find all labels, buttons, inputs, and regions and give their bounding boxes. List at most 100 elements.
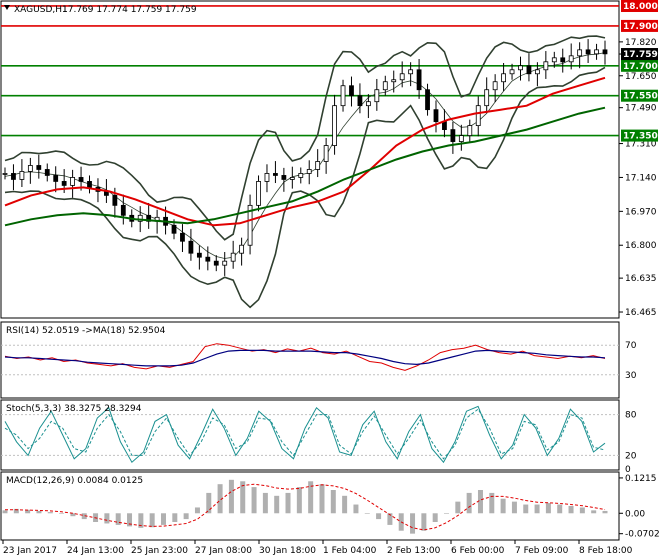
last-price-label: 17.759	[623, 50, 658, 60]
macd-histogram-bar	[115, 513, 121, 525]
level-tag-label: 18.000	[623, 2, 658, 12]
candle-body	[442, 121, 447, 130]
price-y-label: 17.820	[625, 38, 657, 48]
candle-body	[78, 177, 84, 182]
price-panel-frame	[0, 0, 620, 319]
macd-histogram-bar	[410, 513, 416, 534]
macd-histogram-bar	[308, 481, 314, 514]
macd-histogram-bar	[523, 504, 529, 514]
macd-histogram-bar	[2, 510, 8, 514]
macd-histogram-bar	[534, 504, 540, 514]
macd-histogram-bar	[251, 487, 257, 514]
candle-body	[11, 173, 16, 180]
candle-body	[332, 105, 337, 146]
candle-body	[36, 165, 42, 170]
candle-body	[273, 173, 278, 176]
candle-body	[230, 252, 236, 262]
level-tag	[621, 89, 658, 102]
macd-histogram-bar	[59, 513, 65, 514]
candle-body	[509, 69, 515, 75]
macd-histogram-bar	[228, 479, 234, 514]
level-tag-label: 17.550	[623, 92, 658, 102]
candle-body	[560, 57, 566, 63]
candle-body	[382, 81, 388, 91]
price-y-label: 16.465	[625, 308, 657, 318]
candle-body	[264, 173, 270, 182]
stoch-y-label: 80	[625, 411, 637, 421]
candle-body	[416, 69, 422, 91]
candle-body	[222, 260, 228, 266]
x-label: 24 Jan 13:00	[67, 546, 124, 556]
macd-y-label: 0.1215	[625, 474, 657, 484]
macd-histogram-bar	[591, 510, 597, 514]
candle-body	[518, 65, 523, 71]
macd-panel: 0.1215 0.00 -0.0702	[2, 474, 660, 540]
level-tag-label: 17.700	[623, 62, 658, 72]
level-tag-label: 17.900	[623, 22, 658, 32]
macd-histogram-bar	[81, 513, 87, 520]
macd-histogram-bar	[194, 507, 200, 514]
candle-body	[425, 89, 430, 111]
rsi-y-label: 70	[625, 341, 637, 351]
candle-body	[44, 169, 50, 176]
x-label: 1 Feb 04:00	[323, 546, 377, 556]
candle-body	[213, 260, 219, 266]
candle-body	[585, 49, 591, 55]
x-label: 30 Jan 18:00	[259, 546, 316, 556]
macd-histogram-bar	[104, 513, 110, 524]
candle-body	[53, 175, 59, 182]
candle-body	[27, 165, 33, 172]
level-tag	[621, 0, 658, 12]
symbol-label: XAGUSD,H1	[14, 5, 68, 15]
candle-body	[289, 177, 295, 180]
price-y-label: 17.650	[625, 72, 657, 82]
candle-body	[602, 49, 608, 55]
candle-body	[256, 181, 261, 206]
macd-histogram-bar	[183, 513, 189, 520]
price-panel: 17.820 17.759 17.650 17.490 17.310 17.140 16.9…	[1, 0, 658, 318]
candle-body	[568, 55, 574, 63]
candle-body	[188, 240, 194, 254]
candle-body	[365, 101, 371, 107]
x-label: 25 Jan 23:00	[131, 546, 188, 556]
candle-body	[467, 125, 473, 136]
candle-body	[475, 105, 481, 127]
x-label: 6 Feb 00:00	[451, 546, 505, 556]
ohlc-header: 17.769 17.774 17.759 17.759	[62, 5, 197, 15]
candle-body	[391, 79, 397, 83]
macd-histogram-bar	[342, 495, 348, 514]
macd-histogram-bar	[421, 513, 427, 531]
macd-histogram-bar	[602, 510, 608, 514]
macd-histogram-bar	[149, 513, 155, 528]
level-tag	[621, 19, 658, 32]
candle-body	[239, 244, 245, 254]
macd-histogram-bar	[13, 508, 19, 514]
macd-histogram-bar	[545, 503, 551, 514]
candle-body	[205, 256, 211, 262]
macd-histogram-bar	[364, 513, 370, 514]
macd-histogram-bar	[160, 513, 166, 525]
candle-body	[357, 95, 363, 107]
candle-body	[492, 81, 498, 91]
macd-y-label: -0.0702	[625, 530, 660, 540]
macd-histogram-bar	[466, 492, 472, 514]
macd-histogram-bar	[217, 484, 223, 514]
rsi-ma-line	[4, 349, 606, 367]
macd-histogram-bar	[127, 513, 133, 527]
price-y-label: 17.140	[625, 173, 657, 183]
candle-body	[281, 175, 287, 180]
candle-body	[374, 89, 380, 103]
candle-body	[61, 181, 67, 186]
macd-histogram-bar	[138, 513, 144, 528]
macd-title: MACD(12,26,9) 0.0084 0.0125	[6, 476, 143, 486]
symbol-dropdown-icon[interactable]	[4, 5, 10, 10]
rsi-line	[4, 343, 606, 371]
macd-histogram-bar	[557, 504, 563, 514]
candle-body	[70, 177, 76, 186]
price-y-label: 16.635	[625, 274, 657, 284]
candle-body	[120, 204, 126, 216]
x-label: 2 Feb 13:00	[387, 546, 441, 556]
candle-body	[408, 69, 414, 75]
candle-body	[534, 69, 540, 75]
